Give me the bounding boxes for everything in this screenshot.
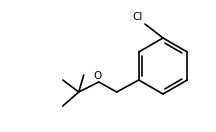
Text: Cl: Cl xyxy=(133,12,143,22)
Text: O: O xyxy=(94,71,102,81)
